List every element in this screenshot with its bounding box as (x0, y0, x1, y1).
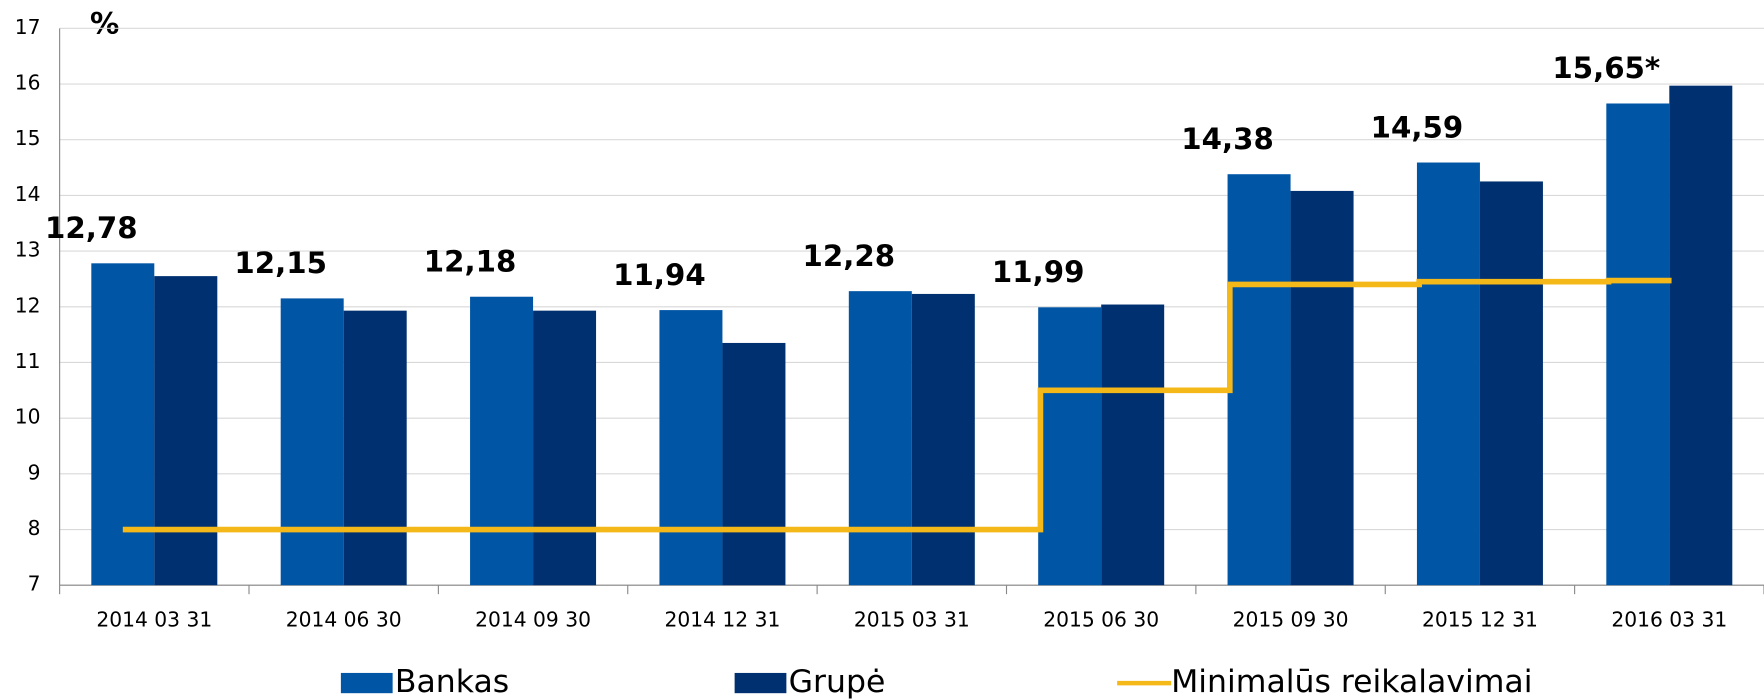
bar (1669, 85, 1733, 586)
x-tick-label: 2015 12 31 (1422, 608, 1538, 632)
data-label: 11,94 (613, 258, 706, 292)
data-label: 12,28 (803, 239, 896, 273)
x-tick-label: 2014 03 31 (96, 608, 212, 632)
bar (470, 296, 534, 586)
y-tick-label: 7 (28, 572, 41, 596)
x-tick-label: 2015 09 30 (1233, 608, 1349, 632)
bar (1606, 103, 1670, 586)
bar (1479, 181, 1543, 586)
bar (533, 310, 597, 586)
bar (1416, 162, 1480, 586)
y-tick-label: 8 (28, 516, 41, 540)
y-tick-label: 14 (15, 182, 41, 206)
legend-label: Grupė (789, 664, 886, 699)
data-label: 14,59 (1371, 110, 1464, 144)
x-tick-label: 2015 06 30 (1043, 608, 1159, 632)
y-tick-label: 16 (15, 71, 41, 95)
bar (659, 310, 723, 586)
bar (280, 298, 344, 586)
bar (1290, 190, 1354, 586)
bar (343, 310, 407, 586)
bar (722, 342, 786, 586)
bar (1101, 304, 1165, 586)
legend-label: Minimalūs reikalavimai (1171, 664, 1532, 699)
y-tick-label: 9 (28, 460, 41, 484)
bar (848, 291, 912, 586)
data-label: 11,99 (992, 255, 1085, 289)
legend-swatch (734, 672, 787, 694)
y-tick-label: 12 (15, 293, 41, 317)
data-label: 12,78 (45, 211, 138, 245)
bar (1227, 174, 1291, 586)
x-tick-label: 2014 09 30 (475, 608, 591, 632)
data-label: 15,65* (1552, 51, 1660, 85)
x-tick-label: 2014 06 30 (286, 608, 402, 632)
data-label: 12,18 (424, 244, 517, 278)
x-tick-label: 2015 03 31 (854, 608, 970, 632)
data-label: 14,38 (1181, 122, 1274, 156)
x-tick-label: 2014 12 31 (664, 608, 780, 632)
unit-label: % (90, 6, 119, 40)
line-series (122, 277, 1672, 533)
bar (911, 293, 975, 586)
x-tick-label: 2016 03 31 (1611, 608, 1727, 632)
y-tick-label: 15 (15, 126, 41, 150)
y-tick-label: 10 (15, 405, 41, 429)
bar (1038, 307, 1102, 586)
bar (91, 263, 155, 586)
y-tick-label: 13 (15, 238, 41, 262)
y-tick-label: 11 (15, 349, 41, 373)
data-label: 12,15 (234, 246, 327, 280)
y-tick-label: 17 (15, 15, 41, 39)
legend-label: Bankas (395, 664, 509, 699)
bar (154, 276, 218, 586)
legend-swatch (340, 672, 393, 694)
